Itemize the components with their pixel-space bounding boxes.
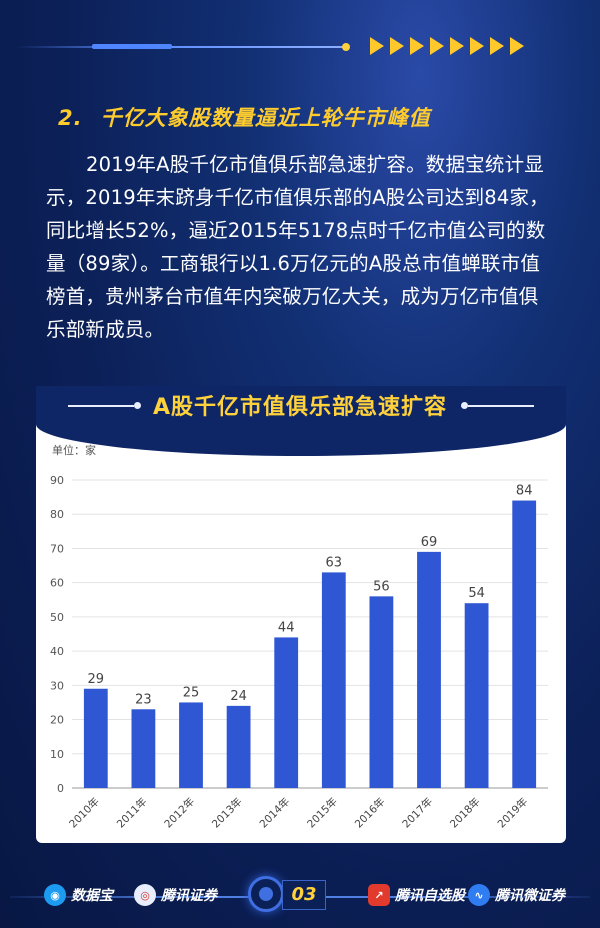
- data-label: 23: [135, 692, 152, 707]
- footer-brand4-text: 腾讯微证券: [495, 888, 565, 904]
- data-label: 63: [326, 555, 343, 570]
- y-tick-label: 30: [50, 679, 64, 692]
- bar: [131, 709, 156, 788]
- footer-brand-zixuangu: ↗ 腾讯自选股: [368, 884, 465, 906]
- bar: [369, 596, 394, 788]
- shujubao-logo-icon: ◉: [44, 884, 66, 906]
- data-label: 54: [468, 586, 485, 601]
- weizhengquan-logo-icon: ∿: [468, 884, 490, 906]
- arrow-icon: [410, 37, 424, 55]
- section-title: 千亿大象股数量逼近上轮牛市峰值: [100, 106, 431, 130]
- footer-brand2-text: 腾讯证券: [161, 888, 217, 904]
- zixuangu-logo-icon: ↗: [368, 884, 390, 906]
- footer-brand1-text: 数据宝: [71, 888, 113, 904]
- body-paragraph: 2019年A股千亿市值俱乐部急速扩容。数据宝统计显示，2019年末跻身千亿市值俱…: [46, 153, 549, 341]
- bar: [83, 688, 108, 788]
- bar: [179, 702, 203, 788]
- arrow-icon: [510, 37, 524, 55]
- x-tick-label: 2014年: [257, 795, 293, 831]
- arrow-icon: [390, 37, 404, 55]
- data-label: 69: [421, 535, 438, 550]
- footer-brand-tencent-securities: ◎ 腾讯证券: [134, 884, 217, 906]
- chart-card-header: [36, 386, 566, 456]
- data-label: 29: [88, 672, 105, 687]
- title-dot-left: [134, 402, 141, 409]
- chart-unit-label: 单位：家: [52, 444, 96, 457]
- x-tick-label: 2015年: [304, 795, 340, 831]
- data-label: 84: [516, 484, 533, 499]
- top-decor-segment: [92, 44, 172, 49]
- footer-brand-shujubao: ◉ 数据宝: [44, 884, 113, 906]
- arrow-icon: [470, 37, 484, 55]
- y-tick-label: 50: [50, 611, 64, 624]
- chart-title: A股千亿市值俱乐部急速扩容: [152, 395, 448, 420]
- arrow-icon: [370, 37, 384, 55]
- title-line-right: [468, 405, 534, 407]
- y-tick-label: 0: [57, 782, 64, 795]
- footer-brand-weizhengquan: ∿ 腾讯微证券: [468, 884, 565, 906]
- arrow-icon: [430, 37, 444, 55]
- bar: [226, 705, 251, 788]
- page-number: 03: [282, 880, 326, 910]
- data-label: 56: [373, 579, 390, 594]
- bar: [321, 572, 346, 788]
- x-tick-label: 2013年: [209, 795, 245, 831]
- data-label: 24: [230, 689, 247, 704]
- y-tick-label: 40: [50, 645, 64, 658]
- y-tick-label: 20: [50, 714, 64, 727]
- top-arrow-decor: [370, 37, 524, 55]
- footer-brand3-text: 腾讯自选股: [395, 888, 465, 904]
- data-label: 25: [183, 685, 200, 700]
- y-tick-label: 10: [50, 748, 64, 761]
- data-label: 44: [278, 620, 295, 635]
- tencent-securities-logo-icon: ◎: [134, 884, 156, 906]
- x-tick-label: 2011年: [114, 795, 150, 831]
- y-tick-label: 60: [50, 577, 64, 590]
- x-tick-label: 2017年: [400, 795, 436, 831]
- top-decor-dot: [342, 43, 350, 51]
- x-tick-label: 2012年: [162, 795, 198, 831]
- arrow-icon: [490, 37, 504, 55]
- y-tick-label: 70: [50, 542, 64, 555]
- bar: [274, 637, 299, 788]
- section-number: 2.: [58, 106, 83, 130]
- bar: [512, 500, 537, 788]
- section-heading: 2. 千亿大象股数量逼近上轮牛市峰值: [58, 102, 431, 132]
- title-dot-right: [461, 402, 468, 409]
- page-ring-icon: [248, 876, 284, 912]
- x-tick-label: 2016年: [352, 795, 388, 831]
- x-tick-label: 2018年: [447, 795, 483, 831]
- bar: [464, 603, 489, 788]
- x-tick-label: 2010年: [66, 795, 102, 831]
- top-decor-line: [16, 46, 346, 48]
- y-tick-label: 80: [50, 508, 64, 521]
- bar: [417, 551, 441, 788]
- y-tick-label: 90: [50, 474, 64, 487]
- x-tick-label: 2019年: [495, 795, 531, 831]
- arrow-icon: [450, 37, 464, 55]
- title-line-left: [68, 405, 134, 407]
